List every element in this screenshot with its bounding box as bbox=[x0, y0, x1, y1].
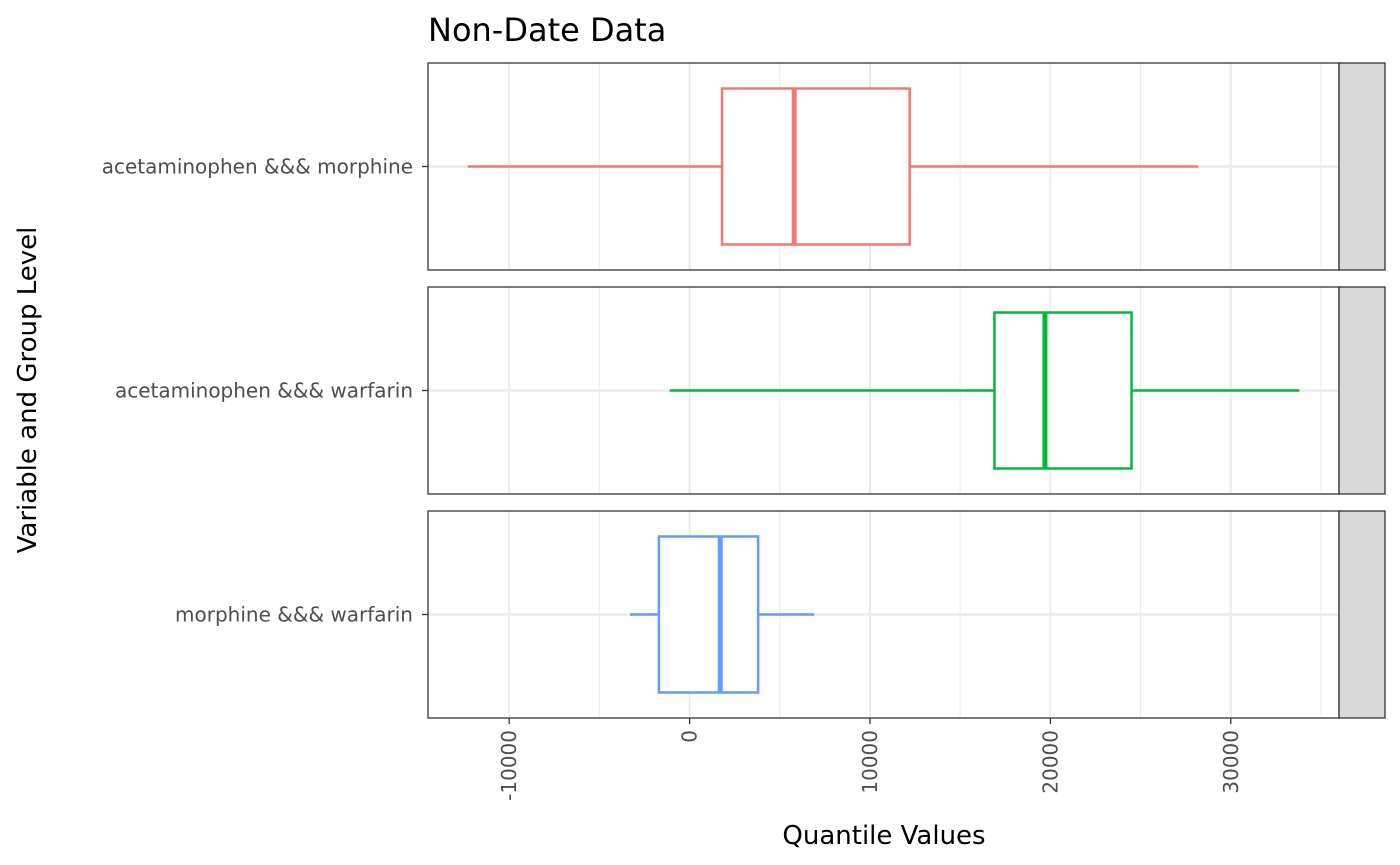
y-tick-label: morphine &&& warfarin bbox=[175, 603, 413, 627]
y-axis-title: Variable and Group Level bbox=[13, 227, 43, 554]
panel: acetaminophen &&& morphineacetaminophen … bbox=[102, 62, 1386, 271]
x-tick-label: 20000 bbox=[1038, 730, 1062, 794]
strip-background bbox=[1338, 286, 1386, 495]
chart-title: Non-Date Data bbox=[428, 11, 666, 49]
panel: acetaminophen &&& warfarinacetaminophen … bbox=[115, 286, 1386, 495]
x-tick-label: 0 bbox=[678, 730, 702, 743]
x-tick-label: 10000 bbox=[858, 730, 882, 794]
y-tick-label: acetaminophen &&& morphine bbox=[102, 155, 413, 179]
strip-background bbox=[1338, 510, 1386, 719]
strip-background bbox=[1338, 62, 1386, 271]
x-tick-label: -10000 bbox=[497, 730, 521, 801]
y-tick-label: acetaminophen &&& warfarin bbox=[115, 379, 413, 403]
box bbox=[657, 535, 760, 694]
box bbox=[720, 87, 911, 246]
box bbox=[993, 311, 1133, 470]
panels-group: acetaminophen &&& morphine acetaminophen … bbox=[102, 62, 1386, 719]
x-axis-title: Quantile Values bbox=[782, 821, 985, 851]
x-tick-label: 30000 bbox=[1219, 730, 1243, 794]
x-axis: -10000 0 10000 20000 30000 bbox=[497, 718, 1243, 801]
